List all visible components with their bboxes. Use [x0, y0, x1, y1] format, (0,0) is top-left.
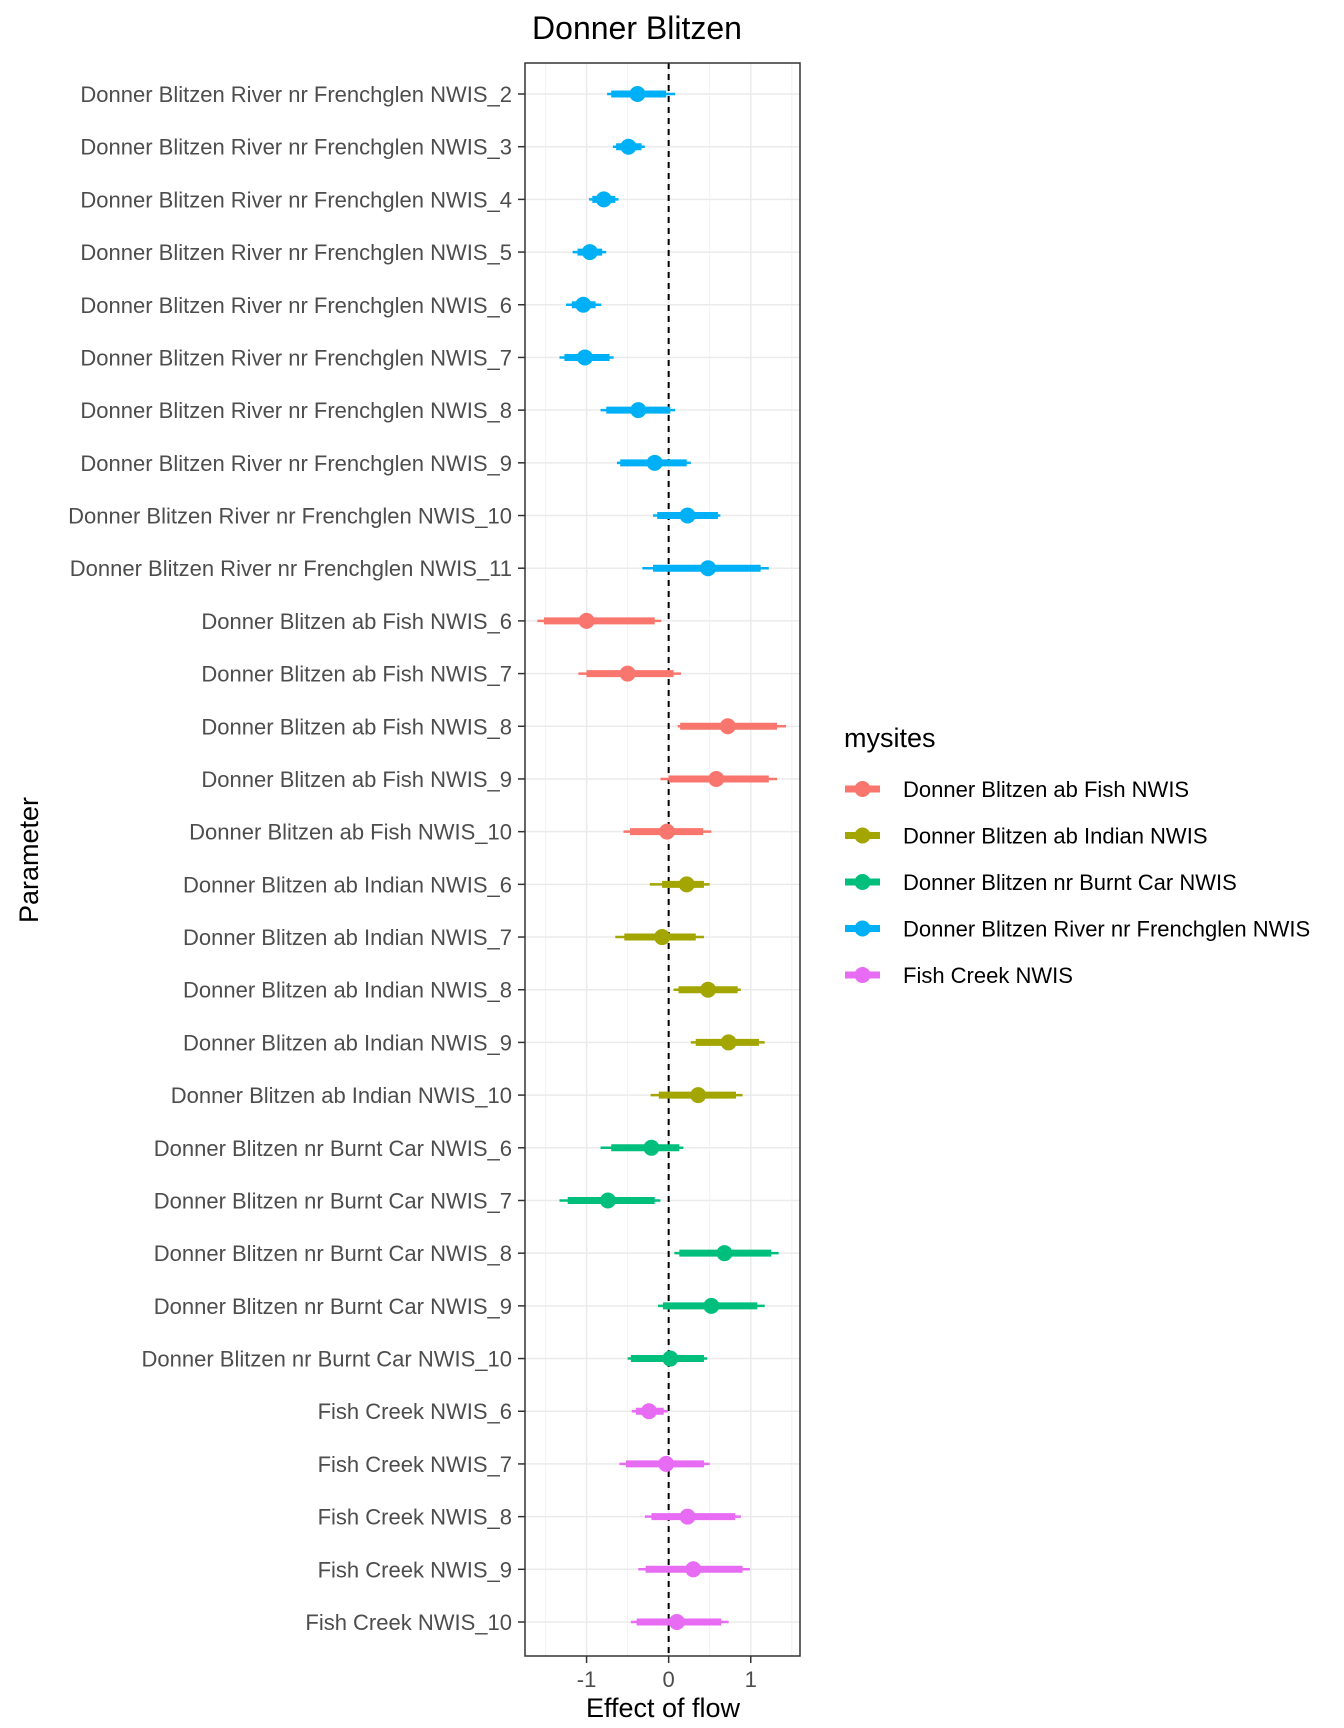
- y-tick-label: Donner Blitzen ab Fish NWIS_7: [201, 662, 512, 687]
- y-tick-label: Donner Blitzen River nr Frenchglen NWIS_…: [68, 504, 512, 529]
- point-estimate: [685, 1561, 702, 1578]
- point-estimate: [716, 1245, 733, 1262]
- point-estimate: [575, 296, 592, 313]
- point-estimate: [646, 454, 663, 471]
- x-axis-ticks: -1 0 1: [577, 1656, 757, 1692]
- point-estimate: [620, 138, 637, 155]
- point-estimate: [576, 349, 593, 366]
- point-estimate: [679, 1508, 696, 1525]
- point-estimate: [719, 718, 736, 735]
- point-estimate: [658, 1455, 675, 1472]
- y-tick-label: Donner Blitzen River nr Frenchglen NWIS_…: [80, 240, 512, 265]
- y-tick-label: Fish Creek NWIS_9: [318, 1557, 512, 1582]
- legend-key-point: [854, 781, 871, 797]
- legend-entry: Donner Blitzen ab Fish NWIS: [845, 777, 1189, 802]
- interval-marks: [537, 86, 787, 1630]
- point-estimate: [659, 823, 676, 840]
- y-tick-label: Donner Blitzen ab Fish NWIS_9: [201, 767, 512, 792]
- point-estimate: [700, 560, 717, 577]
- point-estimate: [595, 191, 612, 208]
- legend-label: Donner Blitzen ab Fish NWIS: [903, 777, 1189, 802]
- point-estimate: [578, 612, 595, 629]
- point-estimate: [700, 981, 717, 998]
- y-tick-label: Donner Blitzen ab Fish NWIS_8: [201, 714, 512, 739]
- legend-title: mysites: [844, 723, 936, 753]
- x-tick-label: 0: [663, 1667, 675, 1692]
- point-estimate: [630, 402, 647, 419]
- y-tick-label: Donner Blitzen nr Burnt Car NWIS_8: [154, 1241, 512, 1266]
- point-estimate: [629, 86, 646, 102]
- legend-label: Donner Blitzen ab Indian NWIS: [903, 824, 1208, 849]
- legend-entry: Fish Creek NWIS: [845, 963, 1073, 988]
- legend: mysites Donner Blitzen ab Fish NWIS Donne…: [844, 723, 1310, 988]
- y-tick-label: Donner Blitzen River nr Frenchglen NWIS_…: [80, 293, 512, 318]
- panel-border: [524, 62, 801, 1657]
- y-tick-label: Donner Blitzen ab Indian NWIS_9: [183, 1030, 512, 1055]
- legend-entry: Donner Blitzen River nr Frenchglen NWIS: [845, 917, 1310, 942]
- point-estimate: [654, 929, 671, 946]
- legend-entry: Donner Blitzen nr Burnt Car NWIS: [845, 870, 1237, 895]
- y-tick-label: Donner Blitzen River nr Frenchglen NWIS_…: [80, 451, 512, 476]
- plot-panel: [524, 62, 801, 1657]
- y-tick-label: Donner Blitzen ab Indian NWIS_10: [171, 1083, 512, 1108]
- y-tick-label: Donner Blitzen nr Burnt Car NWIS_9: [154, 1294, 512, 1319]
- y-axis-ticks: Donner Blitzen River nr Frenchglen NWIS_…: [68, 82, 525, 1635]
- point-estimate: [640, 1403, 657, 1420]
- point-estimate: [703, 1297, 720, 1314]
- point-estimate: [708, 770, 725, 787]
- legend-label: Donner Blitzen nr Burnt Car NWIS: [903, 870, 1237, 895]
- legend-key-point: [854, 967, 871, 983]
- point-estimate: [690, 1087, 707, 1104]
- y-tick-label: Donner Blitzen River nr Frenchglen NWIS_…: [70, 556, 512, 581]
- y-tick-label: Donner Blitzen River nr Frenchglen NWIS_…: [80, 398, 512, 423]
- y-tick-label: Fish Creek NWIS_8: [318, 1505, 512, 1530]
- point-estimate: [619, 665, 636, 682]
- y-tick-label: Fish Creek NWIS_10: [305, 1610, 512, 1635]
- y-tick-label: Donner Blitzen ab Fish NWIS_10: [189, 820, 512, 845]
- y-tick-label: Donner Blitzen River nr Frenchglen NWIS_…: [80, 187, 512, 212]
- y-tick-label: Donner Blitzen River nr Frenchglen NWIS_…: [80, 135, 512, 160]
- y-tick-label: Donner Blitzen ab Indian NWIS_6: [183, 872, 512, 897]
- legend-entry: Donner Blitzen ab Indian NWIS: [845, 824, 1208, 849]
- chart-title: Donner Blitzen: [532, 10, 742, 46]
- y-tick-label: Donner Blitzen nr Burnt Car NWIS_10: [142, 1347, 513, 1372]
- x-axis-title: Effect of flow: [586, 1693, 741, 1723]
- point-estimate: [668, 1614, 685, 1630]
- panel-background: [525, 63, 800, 1656]
- y-tick-label: Donner Blitzen ab Indian NWIS_7: [183, 925, 512, 950]
- legend-label: Fish Creek NWIS: [903, 963, 1073, 988]
- point-estimate: [662, 1350, 679, 1367]
- point-estimate: [599, 1192, 616, 1209]
- y-tick-label: Donner Blitzen River nr Frenchglen NWIS_…: [80, 345, 512, 370]
- y-tick-label: Donner Blitzen ab Indian NWIS_8: [183, 978, 512, 1003]
- y-tick-label: Donner Blitzen nr Burnt Car NWIS_6: [154, 1136, 512, 1161]
- point-estimate: [679, 507, 696, 524]
- y-tick-label: Fish Creek NWIS_7: [318, 1452, 512, 1477]
- legend-label: Donner Blitzen River nr Frenchglen NWIS: [903, 917, 1310, 942]
- y-tick-label: Fish Creek NWIS_6: [318, 1399, 512, 1424]
- point-estimate: [581, 244, 598, 261]
- y-tick-label: Donner Blitzen River nr Frenchglen NWIS_…: [80, 82, 512, 107]
- x-tick-label: -1: [577, 1667, 597, 1692]
- y-axis-title: Parameter: [14, 797, 44, 923]
- legend-key-point: [854, 920, 871, 937]
- point-estimate: [678, 876, 695, 893]
- point-estimate: [643, 1139, 660, 1156]
- y-tick-label: Donner Blitzen ab Fish NWIS_6: [201, 609, 512, 634]
- y-tick-label: Donner Blitzen nr Burnt Car NWIS_7: [154, 1188, 512, 1213]
- legend-key-point: [854, 827, 871, 844]
- point-estimate: [720, 1034, 737, 1051]
- x-tick-label: 1: [745, 1667, 757, 1692]
- legend-key-point: [854, 874, 871, 890]
